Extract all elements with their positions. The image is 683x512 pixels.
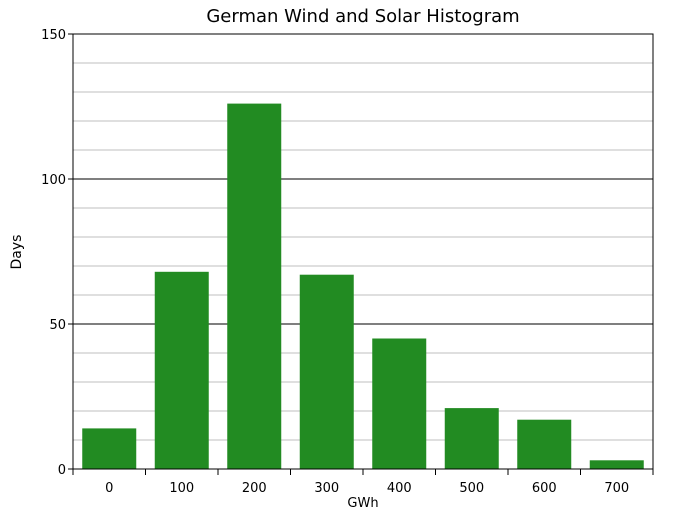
bar-500 bbox=[444, 408, 499, 469]
x-tick-label: 0 bbox=[105, 481, 113, 496]
x-tick-label: 100 bbox=[169, 481, 194, 496]
y-tick-label: 100 bbox=[41, 173, 66, 188]
bar-100 bbox=[154, 271, 209, 469]
chart-title: German Wind and Solar Histogram bbox=[206, 6, 519, 27]
bar-600 bbox=[517, 419, 572, 469]
x-tick-label: 700 bbox=[604, 481, 629, 496]
y-tick-label: 50 bbox=[49, 318, 66, 333]
x-tick-label: 500 bbox=[459, 481, 484, 496]
x-tick-label: 600 bbox=[532, 481, 557, 496]
y-axis-label: Days bbox=[9, 235, 25, 270]
bar-300 bbox=[299, 274, 354, 469]
y-tick-label: 150 bbox=[41, 28, 66, 43]
x-tick-label: 300 bbox=[314, 481, 339, 496]
bar-0 bbox=[82, 428, 137, 469]
x-tick-label: 400 bbox=[387, 481, 412, 496]
bar-700 bbox=[589, 460, 644, 469]
bar-400 bbox=[372, 338, 427, 469]
x-axis-label: GWh bbox=[347, 496, 378, 511]
bar-200 bbox=[227, 103, 282, 469]
y-tick-label: 0 bbox=[58, 463, 66, 478]
x-tick-label: 200 bbox=[242, 481, 267, 496]
